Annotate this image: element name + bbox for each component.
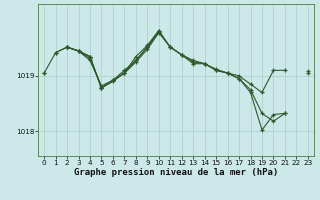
X-axis label: Graphe pression niveau de la mer (hPa): Graphe pression niveau de la mer (hPa)	[74, 168, 278, 177]
